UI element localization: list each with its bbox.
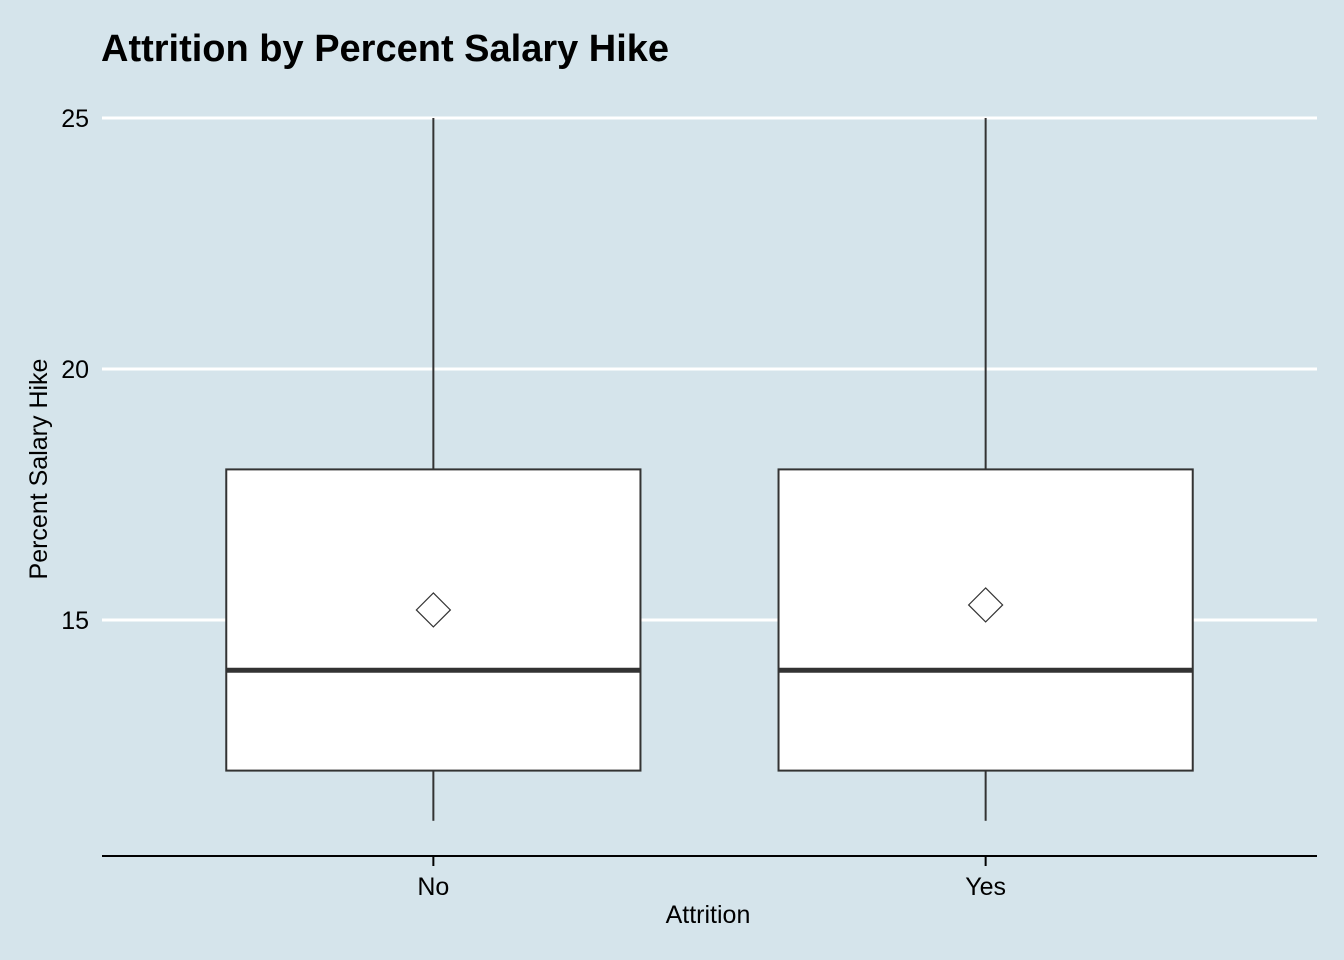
mean-marker-no xyxy=(415,592,452,628)
box-no xyxy=(225,118,642,821)
mean-marker-yes xyxy=(967,587,1004,623)
x-axis-title: Attrition xyxy=(666,901,751,929)
labels-group: Attrition by Percent Salary Hike Attriti… xyxy=(25,28,1006,929)
y-axis-title: Percent Salary Hike xyxy=(25,359,53,580)
y-tick-label-15: 15 xyxy=(61,607,89,635)
x-tick-label-yes: Yes xyxy=(965,873,1006,901)
y-tick-label-20: 20 xyxy=(61,356,89,384)
box-yes xyxy=(777,118,1194,821)
x-tick-label-no: No xyxy=(417,873,449,901)
chart-title: Attrition by Percent Salary Hike xyxy=(101,28,669,70)
boxes-group xyxy=(225,118,1194,821)
y-tick-label-25: 25 xyxy=(61,105,89,133)
